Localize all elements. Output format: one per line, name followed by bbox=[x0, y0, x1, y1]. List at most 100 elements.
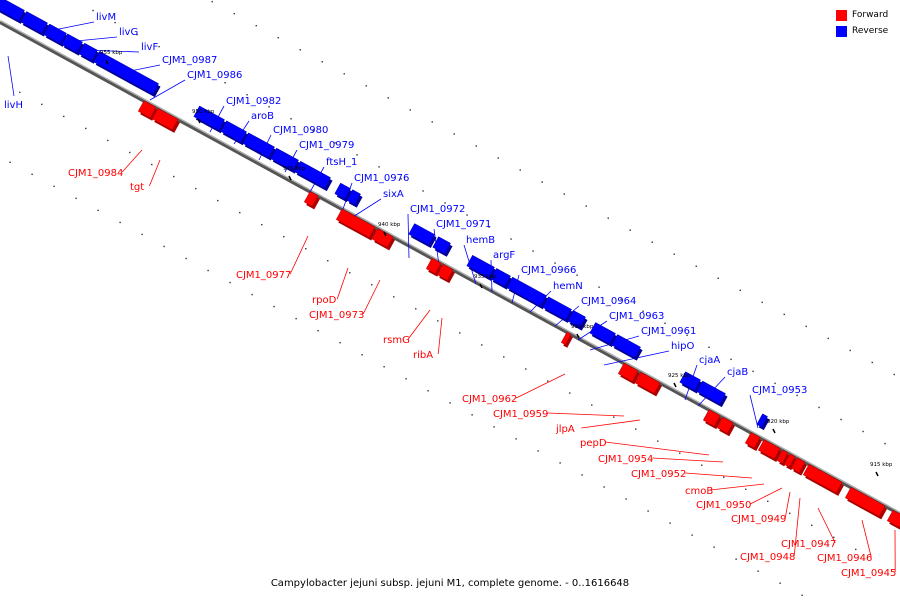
gene-label-CJM1_0963[interactable]: CJM1_0963 bbox=[609, 311, 664, 322]
tick-label: 945 kbp bbox=[283, 166, 306, 172]
gene-livM[interactable] bbox=[20, 11, 48, 34]
gene-label-livM[interactable]: livM bbox=[96, 12, 116, 23]
gene-label-CJM1_0986[interactable]: CJM1_0986 bbox=[187, 70, 242, 81]
gene-CJM1_0959[interactable] bbox=[617, 362, 639, 382]
gene-label-rsmG[interactable]: rsmG bbox=[383, 335, 410, 346]
gene-CJM1_0980[interactable] bbox=[242, 132, 275, 158]
gene-ftsH_1[interactable] bbox=[294, 160, 331, 189]
position-ticks: 955 kbp 950 kbp 945 kbp 940 kbp 935 kbp 930 k… bbox=[100, 50, 893, 477]
gene-cmoB[interactable] bbox=[757, 439, 781, 460]
gene-label-CJM1_0947[interactable]: CJM1_0947 bbox=[781, 539, 836, 550]
gene-CJM1_0982[interactable] bbox=[193, 105, 225, 131]
gene-ribA[interactable] bbox=[436, 263, 454, 281]
gene-label-CJM1_0971[interactable]: CJM1_0971 bbox=[436, 219, 491, 230]
gene-cjaB[interactable] bbox=[756, 413, 768, 428]
gene-label-jlpA[interactable]: jlpA bbox=[555, 424, 575, 435]
gene-label-pepD[interactable]: pepD bbox=[580, 438, 607, 449]
gene-rpoD[interactable] bbox=[335, 208, 376, 238]
gene-label-CJM1_0962[interactable]: CJM1_0962 bbox=[462, 394, 517, 405]
gene-rsmG[interactable] bbox=[425, 257, 442, 274]
gene-CJM1_0984[interactable] bbox=[137, 100, 157, 119]
gene-label-CJM1_0987[interactable]: CJM1_0987 bbox=[162, 55, 217, 66]
gene-label-cmoB[interactable]: cmoB bbox=[685, 486, 713, 497]
gene-label-CJM1_0954[interactable]: CJM1_0954 bbox=[598, 454, 653, 465]
gene-label-argF[interactable]: argF bbox=[493, 250, 515, 261]
gene-CJM1_0963[interactable] bbox=[589, 322, 616, 345]
gene-argF[interactable] bbox=[490, 268, 511, 287]
gene-label-CJM1_0964[interactable]: CJM1_0964 bbox=[581, 296, 636, 307]
gene-label-CJM1_0973[interactable]: CJM1_0973 bbox=[309, 310, 364, 321]
gene-CJM1_0961[interactable] bbox=[611, 334, 641, 358]
gene-label-CJM1_0949[interactable]: CJM1_0949 bbox=[731, 514, 786, 525]
gene-label-livH[interactable]: livH bbox=[4, 100, 23, 111]
legend-forward[interactable]: Forward bbox=[836, 8, 892, 22]
gene-label-hemN[interactable]: hemN bbox=[553, 281, 583, 292]
gene-CJM1_0950[interactable] bbox=[776, 449, 789, 464]
gene-label-CJM1_0959[interactable]: CJM1_0959 bbox=[493, 409, 548, 420]
gene-aroB[interactable] bbox=[220, 120, 247, 143]
gene-label-CJM1_0950[interactable]: CJM1_0950 bbox=[696, 500, 751, 511]
gene-label-hipO[interactable]: hipO bbox=[671, 341, 694, 352]
gene-label-CJM1_0980[interactable]: CJM1_0980 bbox=[273, 125, 328, 136]
gene-label-aroB[interactable]: aroB bbox=[251, 111, 274, 122]
gene-CJM1_0948[interactable] bbox=[790, 457, 806, 473]
gene-label-livF[interactable]: livF bbox=[141, 42, 158, 53]
gene-label-CJM1_0952[interactable]: CJM1_0952 bbox=[631, 469, 686, 480]
gene-CJM1_0966[interactable] bbox=[506, 276, 547, 307]
tick-label: 955 kbp bbox=[100, 50, 123, 56]
legend-reverse[interactable]: Reverse bbox=[836, 24, 892, 38]
gene-label-livG[interactable]: livG bbox=[119, 27, 138, 38]
gene-label-cjaA[interactable]: cjaA bbox=[699, 355, 720, 366]
gene-CJM1_0954[interactable] bbox=[716, 416, 734, 434]
gene-CJM1_0945[interactable] bbox=[886, 509, 900, 528]
gene-CJM1_0987[interactable] bbox=[78, 42, 98, 62]
gene-CJM1_0949[interactable] bbox=[783, 453, 796, 468]
gene-CJM1_0976[interactable] bbox=[334, 182, 351, 200]
gene-cjaA[interactable] bbox=[696, 380, 726, 405]
gene-CJM1_0979[interactable] bbox=[270, 147, 299, 172]
gene-livH[interactable] bbox=[0, 0, 25, 22]
gene-hipO[interactable] bbox=[679, 371, 701, 391]
gene-CJM1_0947[interactable] bbox=[802, 463, 843, 494]
gene-hemB[interactable] bbox=[466, 254, 495, 279]
gene-jlpA[interactable] bbox=[634, 372, 661, 394]
gene-CJM1_0971[interactable] bbox=[432, 236, 451, 255]
gene-label-CJM1_0948[interactable]: CJM1_0948 bbox=[740, 552, 795, 563]
gene-label-tgt[interactable]: tgt bbox=[130, 182, 144, 193]
gene-pepD[interactable] bbox=[702, 409, 721, 427]
gene-label-CJM1_0979[interactable]: CJM1_0979 bbox=[299, 140, 354, 151]
gene-label-sixA[interactable]: sixA bbox=[383, 189, 404, 200]
gene-tgt[interactable] bbox=[151, 108, 179, 131]
gene-label-cjaB[interactable]: cjaB bbox=[727, 367, 748, 378]
gene-CJM1_0964[interactable] bbox=[567, 310, 586, 328]
gene-label-ftsH_1[interactable]: ftsH_1 bbox=[326, 157, 357, 168]
gene-livG[interactable] bbox=[43, 23, 67, 45]
gene-CJM1_0952[interactable] bbox=[744, 432, 761, 449]
tick-mark bbox=[479, 283, 483, 289]
gene-hemN[interactable] bbox=[542, 296, 572, 321]
gene-label-CJM1_0945[interactable]: CJM1_0945 bbox=[841, 568, 896, 579]
gene-label-ribA[interactable]: ribA bbox=[413, 350, 433, 361]
tick-label: 930 kbp bbox=[571, 324, 594, 330]
gene-label-CJM1_0976[interactable]: CJM1_0976 bbox=[354, 173, 409, 184]
gene-sixA[interactable] bbox=[346, 189, 361, 205]
gene-label-CJM1_0977[interactable]: CJM1_0977 bbox=[236, 270, 291, 281]
gene-CJM1_0962[interactable] bbox=[560, 331, 572, 346]
gene-label-hemB[interactable]: hemB bbox=[466, 235, 495, 246]
gene-label-CJM1_0982[interactable]: CJM1_0982 bbox=[226, 96, 281, 107]
gene-CJM1_0946[interactable] bbox=[844, 486, 886, 517]
gene-CJM1_0973[interactable] bbox=[371, 228, 394, 248]
gene-label-CJM1_0984[interactable]: CJM1_0984 bbox=[68, 168, 123, 179]
gene-label-CJM1_0966[interactable]: CJM1_0966 bbox=[521, 265, 576, 276]
gene-CJM1_0977[interactable] bbox=[303, 191, 319, 207]
gene-label-CJM1_0972[interactable]: CJM1_0972 bbox=[410, 204, 465, 215]
gene-label-rpoD[interactable]: rpoD bbox=[312, 295, 337, 306]
gene-label-CJM1_0946[interactable]: CJM1_0946 bbox=[817, 553, 872, 564]
gene-CJM1_0986[interactable] bbox=[93, 51, 159, 95]
gene-label-CJM1_0953[interactable]: CJM1_0953 bbox=[752, 385, 807, 396]
gene-label-CJM1_0961[interactable]: CJM1_0961 bbox=[641, 326, 696, 337]
gene-livF[interactable] bbox=[61, 33, 83, 53]
gene-CJM1_0972[interactable] bbox=[408, 223, 435, 246]
tick-mark bbox=[383, 231, 387, 237]
